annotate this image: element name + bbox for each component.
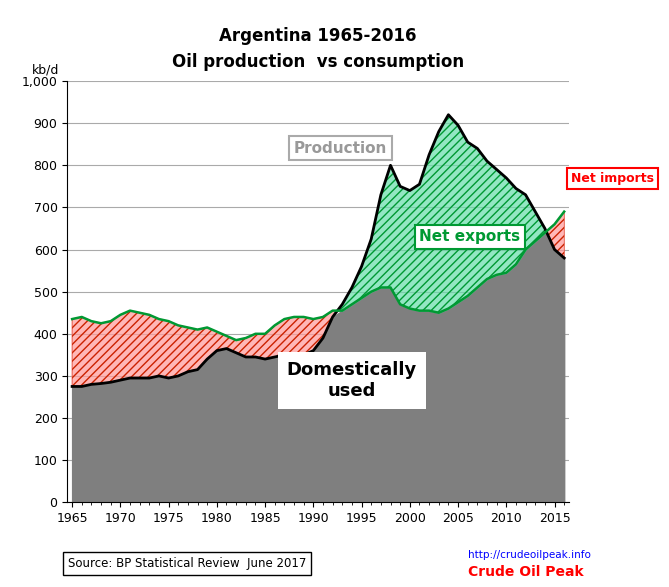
Text: http://crudeoilpeak.info: http://crudeoilpeak.info: [468, 549, 591, 560]
Text: Production: Production: [294, 141, 387, 156]
Text: Source: BP Statistical Review  June 2017: Source: BP Statistical Review June 2017: [68, 557, 306, 570]
Text: Crude Oil Peak: Crude Oil Peak: [468, 565, 584, 579]
Text: Net exports: Net exports: [419, 229, 520, 244]
Text: kb/d: kb/d: [32, 64, 60, 77]
Title: Argentina 1965-2016
Oil production  vs consumption: Argentina 1965-2016 Oil production vs co…: [172, 27, 464, 71]
Text: Net imports: Net imports: [571, 172, 654, 185]
Text: Domestically
used: Domestically used: [287, 361, 417, 400]
